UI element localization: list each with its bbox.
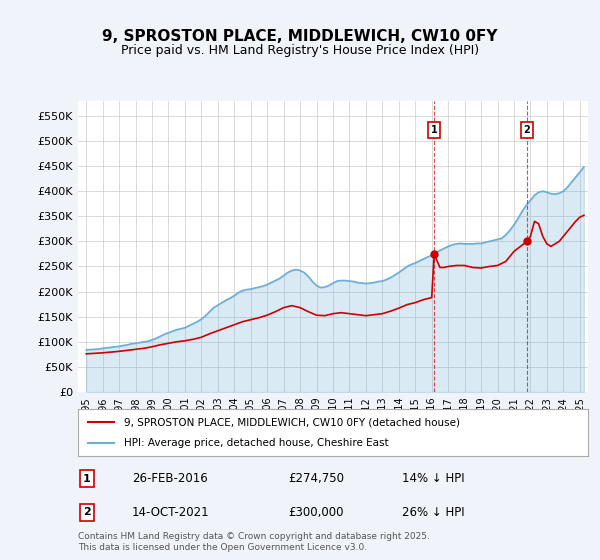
Text: 14-OCT-2021: 14-OCT-2021 (132, 506, 209, 519)
Text: £300,000: £300,000 (288, 506, 343, 519)
Text: 9, SPROSTON PLACE, MIDDLEWICH, CW10 0FY (detached house): 9, SPROSTON PLACE, MIDDLEWICH, CW10 0FY … (124, 417, 460, 427)
Text: 26% ↓ HPI: 26% ↓ HPI (402, 506, 464, 519)
Text: 2: 2 (524, 125, 530, 135)
Text: 1: 1 (83, 474, 91, 484)
Text: £274,750: £274,750 (288, 472, 344, 486)
Text: 26-FEB-2016: 26-FEB-2016 (132, 472, 208, 486)
Text: Price paid vs. HM Land Registry's House Price Index (HPI): Price paid vs. HM Land Registry's House … (121, 44, 479, 57)
Text: Contains HM Land Registry data © Crown copyright and database right 2025.
This d: Contains HM Land Registry data © Crown c… (78, 532, 430, 552)
Text: 14% ↓ HPI: 14% ↓ HPI (402, 472, 464, 486)
Text: 1: 1 (431, 125, 437, 135)
Text: 9, SPROSTON PLACE, MIDDLEWICH, CW10 0FY: 9, SPROSTON PLACE, MIDDLEWICH, CW10 0FY (102, 29, 498, 44)
Text: 2: 2 (83, 507, 91, 517)
Text: HPI: Average price, detached house, Cheshire East: HPI: Average price, detached house, Ches… (124, 438, 389, 448)
